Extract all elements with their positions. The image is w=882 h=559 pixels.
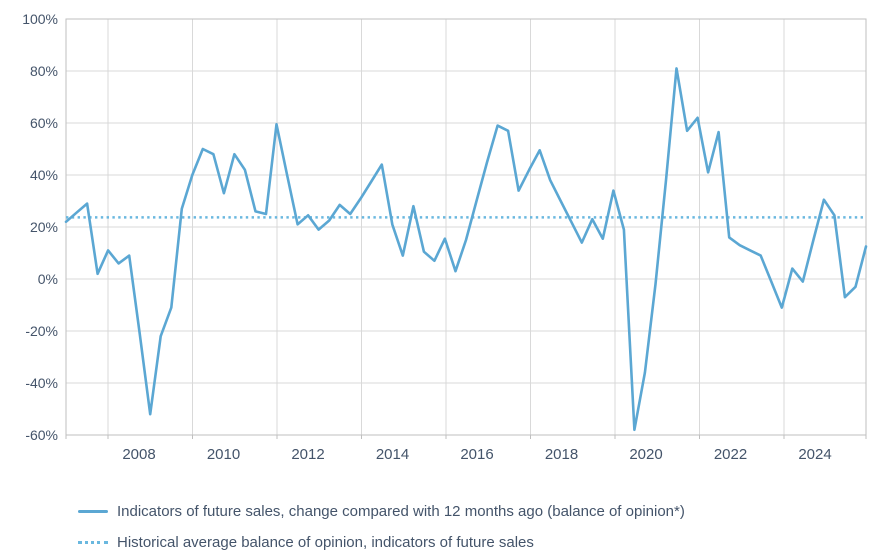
x-axis-label: 2020 xyxy=(629,446,662,463)
legend-item-average: Historical average balance of opinion, i… xyxy=(78,534,534,551)
legend-label-average: Historical average balance of opinion, i… xyxy=(117,534,534,551)
y-axis-label: 40% xyxy=(30,167,58,183)
x-axis-label: 2008 xyxy=(122,446,155,463)
y-axis-label: 100% xyxy=(22,11,58,27)
y-axis-label: 80% xyxy=(30,63,58,79)
y-axis-label: -60% xyxy=(25,427,58,443)
legend-item-indicator: Indicators of future sales, change compa… xyxy=(78,503,685,520)
x-axis-label: 2024 xyxy=(798,446,831,463)
x-axis-label: 2018 xyxy=(545,446,578,463)
y-axis-label: 0% xyxy=(38,271,58,287)
solid-line-swatch xyxy=(78,510,108,513)
y-axis-label: -20% xyxy=(25,323,58,339)
x-axis-label: 2014 xyxy=(376,446,409,463)
x-axis-label: 2022 xyxy=(714,446,747,463)
x-axis-label: 2010 xyxy=(207,446,240,463)
y-axis-label: 20% xyxy=(30,219,58,235)
plot-frame xyxy=(65,18,867,436)
y-axis-label: -40% xyxy=(25,375,58,391)
dotted-line-swatch xyxy=(78,541,108,544)
indicator-line xyxy=(64,67,868,432)
legend-label-indicator: Indicators of future sales, change compa… xyxy=(117,503,685,520)
x-axis-label: 2016 xyxy=(460,446,493,463)
y-axis-label: 60% xyxy=(30,115,58,131)
x-axis-label: 2012 xyxy=(291,446,324,463)
